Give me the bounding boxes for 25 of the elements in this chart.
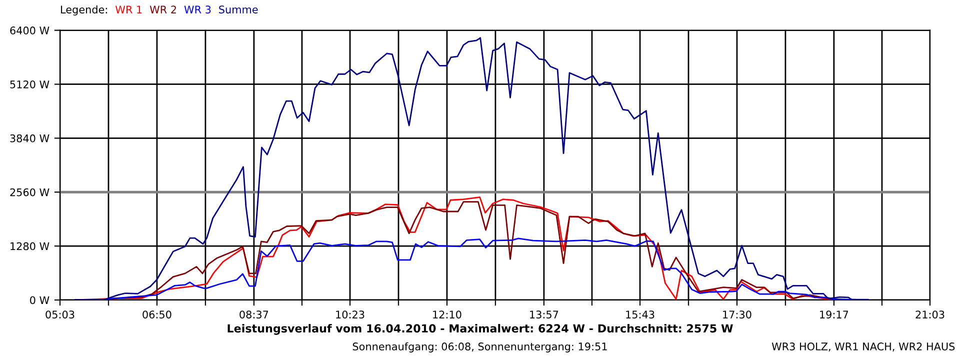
text: WR 2 <box>150 6 176 14</box>
text: WR 1 <box>115 6 142 14</box>
x-tick-label: 15:43 <box>626 310 654 318</box>
text: Leistungsverlauf vom 16.04.2010 - Maximalwert: 6224 W - Durchschnitt: 2575 W <box>228 324 733 335</box>
text: Summe <box>219 6 258 14</box>
y-tick-label: 6400 W <box>10 26 50 34</box>
y-tick-label: 5120 W <box>10 80 50 88</box>
line-series <box>74 37 869 300</box>
text: WR 3 <box>184 6 211 14</box>
x-tick-label: 19:17 <box>820 310 848 318</box>
x-tick-label: 08:37 <box>240 310 268 318</box>
y-tick-label: 1280 W <box>10 242 50 250</box>
x-tick-label: 10:23 <box>336 310 364 318</box>
x-tick-label: 21:03 <box>916 310 944 318</box>
x-tick-label: 05:03 <box>46 310 74 318</box>
y-tick-label: 3840 W <box>10 134 50 142</box>
x-tick-label: 17:30 <box>723 310 752 318</box>
y-tick-label: 0 W <box>30 296 50 304</box>
text: Sonnenaufgang: 06:08, Sonnenuntergang: 19:51 <box>352 342 607 352</box>
x-tick-label: 06:50 <box>142 310 172 318</box>
y-tick-label: 2560 W <box>10 188 50 196</box>
legend-title: Legende: <box>61 5 107 16</box>
x-tick-label: 12:10 <box>433 310 462 318</box>
text: WR3 HOLZ, WR1 NACH, WR2 HAUS <box>772 342 955 352</box>
x-tick-label: 13:57 <box>530 310 558 318</box>
